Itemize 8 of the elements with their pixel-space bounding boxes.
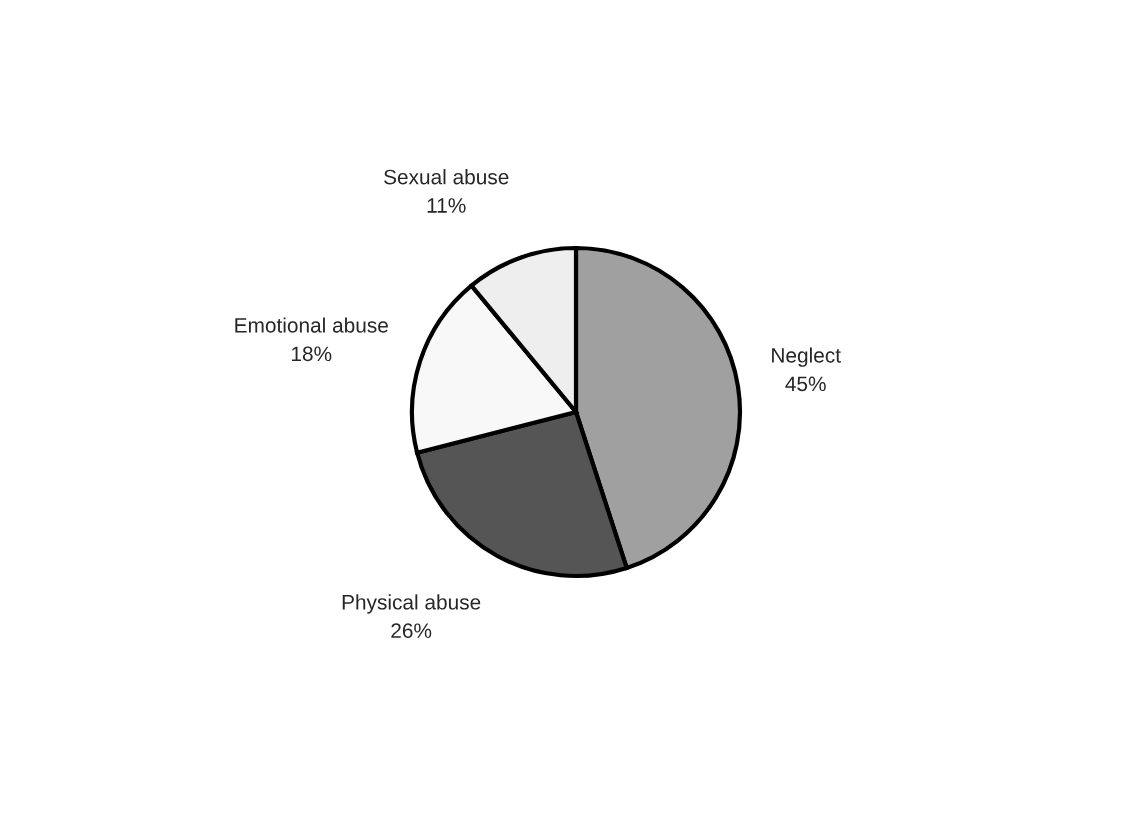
- slice-label: Emotional abuse: [235, 317, 388, 333]
- data-label: 45%: [785, 376, 826, 392]
- data-label: 11%: [427, 198, 466, 213]
- data-label: 26%: [391, 623, 432, 639]
- data-label: 18%: [291, 346, 332, 362]
- slice-label: Physical abuse: [342, 594, 481, 614]
- slice-label: Neglect: [772, 347, 841, 367]
- slice-label: Sexual abuse: [384, 169, 509, 185]
